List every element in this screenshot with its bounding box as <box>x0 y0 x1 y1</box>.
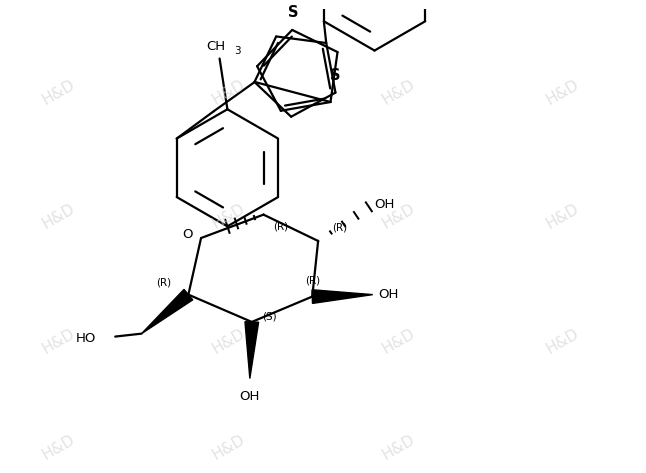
Text: H&D: H&D <box>209 201 247 232</box>
Text: 3: 3 <box>234 46 241 56</box>
Text: (R): (R) <box>332 222 347 232</box>
Text: H&D: H&D <box>39 77 78 107</box>
Text: H&D: H&D <box>209 432 247 463</box>
Text: H&D: H&D <box>39 432 78 463</box>
Text: (R): (R) <box>305 276 320 286</box>
Text: H&D: H&D <box>543 77 581 107</box>
Text: CH: CH <box>206 40 225 53</box>
Text: H&D: H&D <box>39 326 78 356</box>
Text: H&D: H&D <box>39 201 78 232</box>
Text: O: O <box>182 228 193 241</box>
Polygon shape <box>141 289 193 333</box>
Text: (R): (R) <box>156 278 172 288</box>
Text: (R): (R) <box>273 221 289 231</box>
Text: H&D: H&D <box>209 326 247 356</box>
Text: OH: OH <box>240 390 260 403</box>
Text: OH: OH <box>375 198 395 211</box>
Polygon shape <box>312 290 373 303</box>
Text: H&D: H&D <box>543 201 581 232</box>
Text: H&D: H&D <box>380 201 417 232</box>
Text: HO: HO <box>76 332 96 345</box>
Text: S: S <box>330 68 340 83</box>
Text: H&D: H&D <box>209 77 247 107</box>
Text: H&D: H&D <box>380 326 417 356</box>
Polygon shape <box>245 322 258 378</box>
Text: H&D: H&D <box>543 326 581 356</box>
Text: S: S <box>288 5 298 20</box>
Text: H&D: H&D <box>380 432 417 463</box>
Text: (S): (S) <box>262 311 276 321</box>
Text: H&D: H&D <box>380 77 417 107</box>
Text: OH: OH <box>379 288 399 301</box>
